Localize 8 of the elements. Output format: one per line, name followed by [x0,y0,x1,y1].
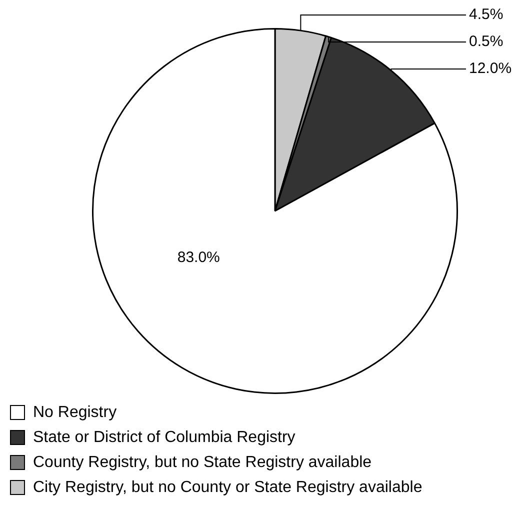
legend-label: State or District of Columbia Registry [33,428,296,446]
data-label: 12.0% [469,60,512,78]
data-label: 4.5% [469,6,504,24]
data-label: 83.0% [177,249,220,266]
legend-label: City Registry, but no County or State Registry available [33,478,422,496]
data-label: 0.5% [469,33,504,50]
legend-label: No Registry [33,404,117,422]
legend-label: County Registry, but no State Registry available [33,454,372,472]
